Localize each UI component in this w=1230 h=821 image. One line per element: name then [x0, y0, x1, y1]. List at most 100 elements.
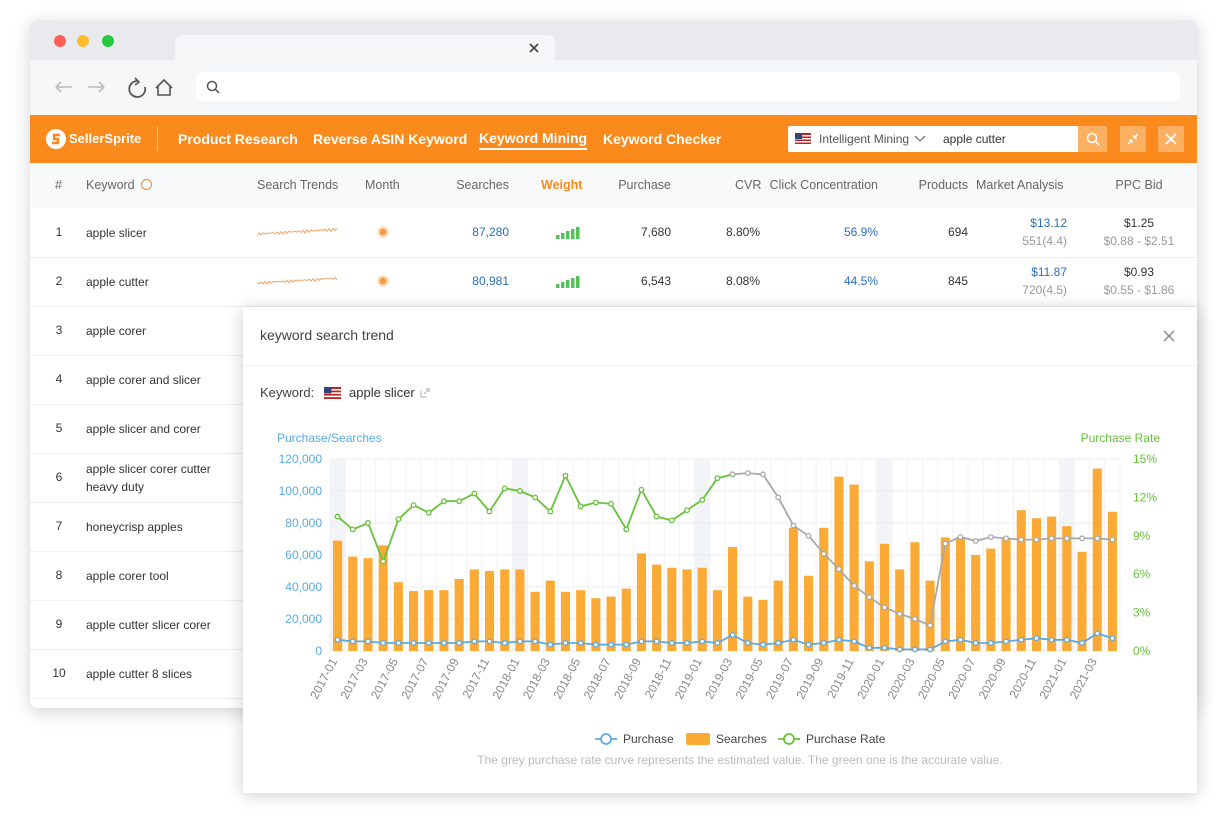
bar [576, 590, 586, 651]
link-icon[interactable] [419, 387, 431, 399]
bar [804, 575, 814, 651]
point [881, 644, 888, 651]
point [668, 517, 675, 524]
legend-label: Purchase Rate [806, 732, 886, 746]
popup-close[interactable] [1163, 330, 1175, 342]
point [699, 497, 706, 503]
x-tick-label: 2018-05 [550, 656, 583, 702]
cell-products: 845 [947, 274, 968, 288]
keyword-value: apple slicer [349, 385, 415, 400]
cell-click: 56.9% [843, 225, 878, 239]
point [835, 636, 842, 643]
x-tick-label: 2019-09 [793, 656, 826, 702]
bar [652, 564, 662, 651]
sparkline [257, 227, 338, 237]
collapse-button[interactable] [1120, 126, 1146, 152]
bar [1047, 516, 1057, 651]
point [684, 507, 690, 514]
bar [348, 556, 358, 651]
weight-bars [556, 276, 580, 288]
y2-axis-title: Purchase Rate [1081, 431, 1161, 445]
point [456, 640, 463, 646]
x-tick-label: 2020-07 [945, 656, 978, 702]
point [744, 470, 751, 477]
y-tick-label: 0 [315, 644, 322, 658]
close-button[interactable] [1158, 126, 1184, 152]
x-tick-label: 2020-05 [915, 656, 948, 702]
point [516, 638, 523, 645]
bar [409, 591, 419, 651]
bar [728, 547, 738, 651]
point [942, 540, 949, 547]
cell-keyword: honeycrisp apples [86, 519, 183, 534]
y-tick-label: 20,000 [285, 612, 322, 626]
close-dot[interactable] [54, 35, 66, 47]
cell-no: 2 [55, 274, 63, 288]
point [881, 604, 888, 611]
y2-tick-label: 9% [1133, 529, 1151, 543]
header-cell: Searches [456, 178, 509, 192]
x-tick-label: 2017-07 [398, 656, 431, 702]
mode-select[interactable]: Intelligent Mining [788, 126, 937, 152]
point [562, 472, 569, 479]
min-dot[interactable] [77, 35, 89, 47]
point [1109, 536, 1116, 543]
point [911, 616, 918, 622]
weight-bar [556, 284, 560, 288]
bar [955, 537, 966, 651]
point [942, 638, 949, 645]
address-bar[interactable] [196, 72, 1180, 101]
point [440, 640, 447, 646]
bar [879, 543, 890, 651]
point [349, 638, 356, 645]
header-cell: Click Concentration [769, 178, 878, 192]
nav-item[interactable]: Keyword Mining [479, 130, 588, 150]
point [1003, 638, 1010, 645]
cell-no: 3 [55, 323, 63, 337]
point [1048, 636, 1055, 643]
bar [971, 555, 981, 651]
query-input[interactable]: apple cutter [936, 126, 1078, 152]
bar [849, 484, 859, 651]
max-dot[interactable] [102, 35, 114, 47]
cell-purchase: 6,543 [640, 274, 671, 288]
point [547, 641, 554, 648]
dot [379, 228, 387, 236]
point [790, 636, 797, 643]
point [501, 640, 508, 646]
y-axis-title: Purchase/Searches [277, 431, 382, 445]
legend-swatch [686, 733, 710, 745]
sparkline-line [257, 276, 338, 286]
weight-bar [571, 229, 575, 239]
bar [1001, 539, 1011, 651]
cell-click: 44.5% [843, 274, 878, 288]
bar [1016, 510, 1026, 651]
flag [324, 387, 341, 399]
tab-close[interactable] [527, 41, 541, 55]
y-tick-label: 40,000 [285, 580, 322, 594]
x-tick-label: 2021-01 [1036, 656, 1069, 702]
cell-keyword: apple corer and slicer [86, 372, 201, 387]
x-tick-label: 2018-11 [642, 656, 675, 701]
point [805, 641, 812, 648]
month-dot [377, 226, 389, 238]
search-button[interactable] [1078, 126, 1107, 152]
x-tick-label: 2019-05 [733, 656, 766, 702]
y2-tick-label: 12% [1133, 490, 1157, 504]
point [805, 532, 812, 539]
y-tick-label: 120,000 [279, 452, 323, 466]
nav-item[interactable]: Keyword Checker [603, 131, 722, 147]
x-tick-label: 2020-11 [1006, 656, 1039, 701]
cell-ppc_range: $0.55 - $1.86 [1103, 283, 1175, 297]
bar [636, 553, 646, 651]
cell-no: 10 [52, 666, 66, 680]
x-tick-label: 2017-05 [368, 656, 401, 702]
bar [743, 596, 753, 651]
point [410, 640, 417, 646]
nav-item[interactable]: Product Research [178, 131, 298, 147]
tab[interactable] [175, 35, 555, 60]
nav-item[interactable]: Reverse ASIN Keyword [313, 131, 468, 147]
legend-point [783, 733, 795, 745]
bar [910, 542, 920, 651]
x-tick-label: 2018-09 [611, 656, 644, 702]
